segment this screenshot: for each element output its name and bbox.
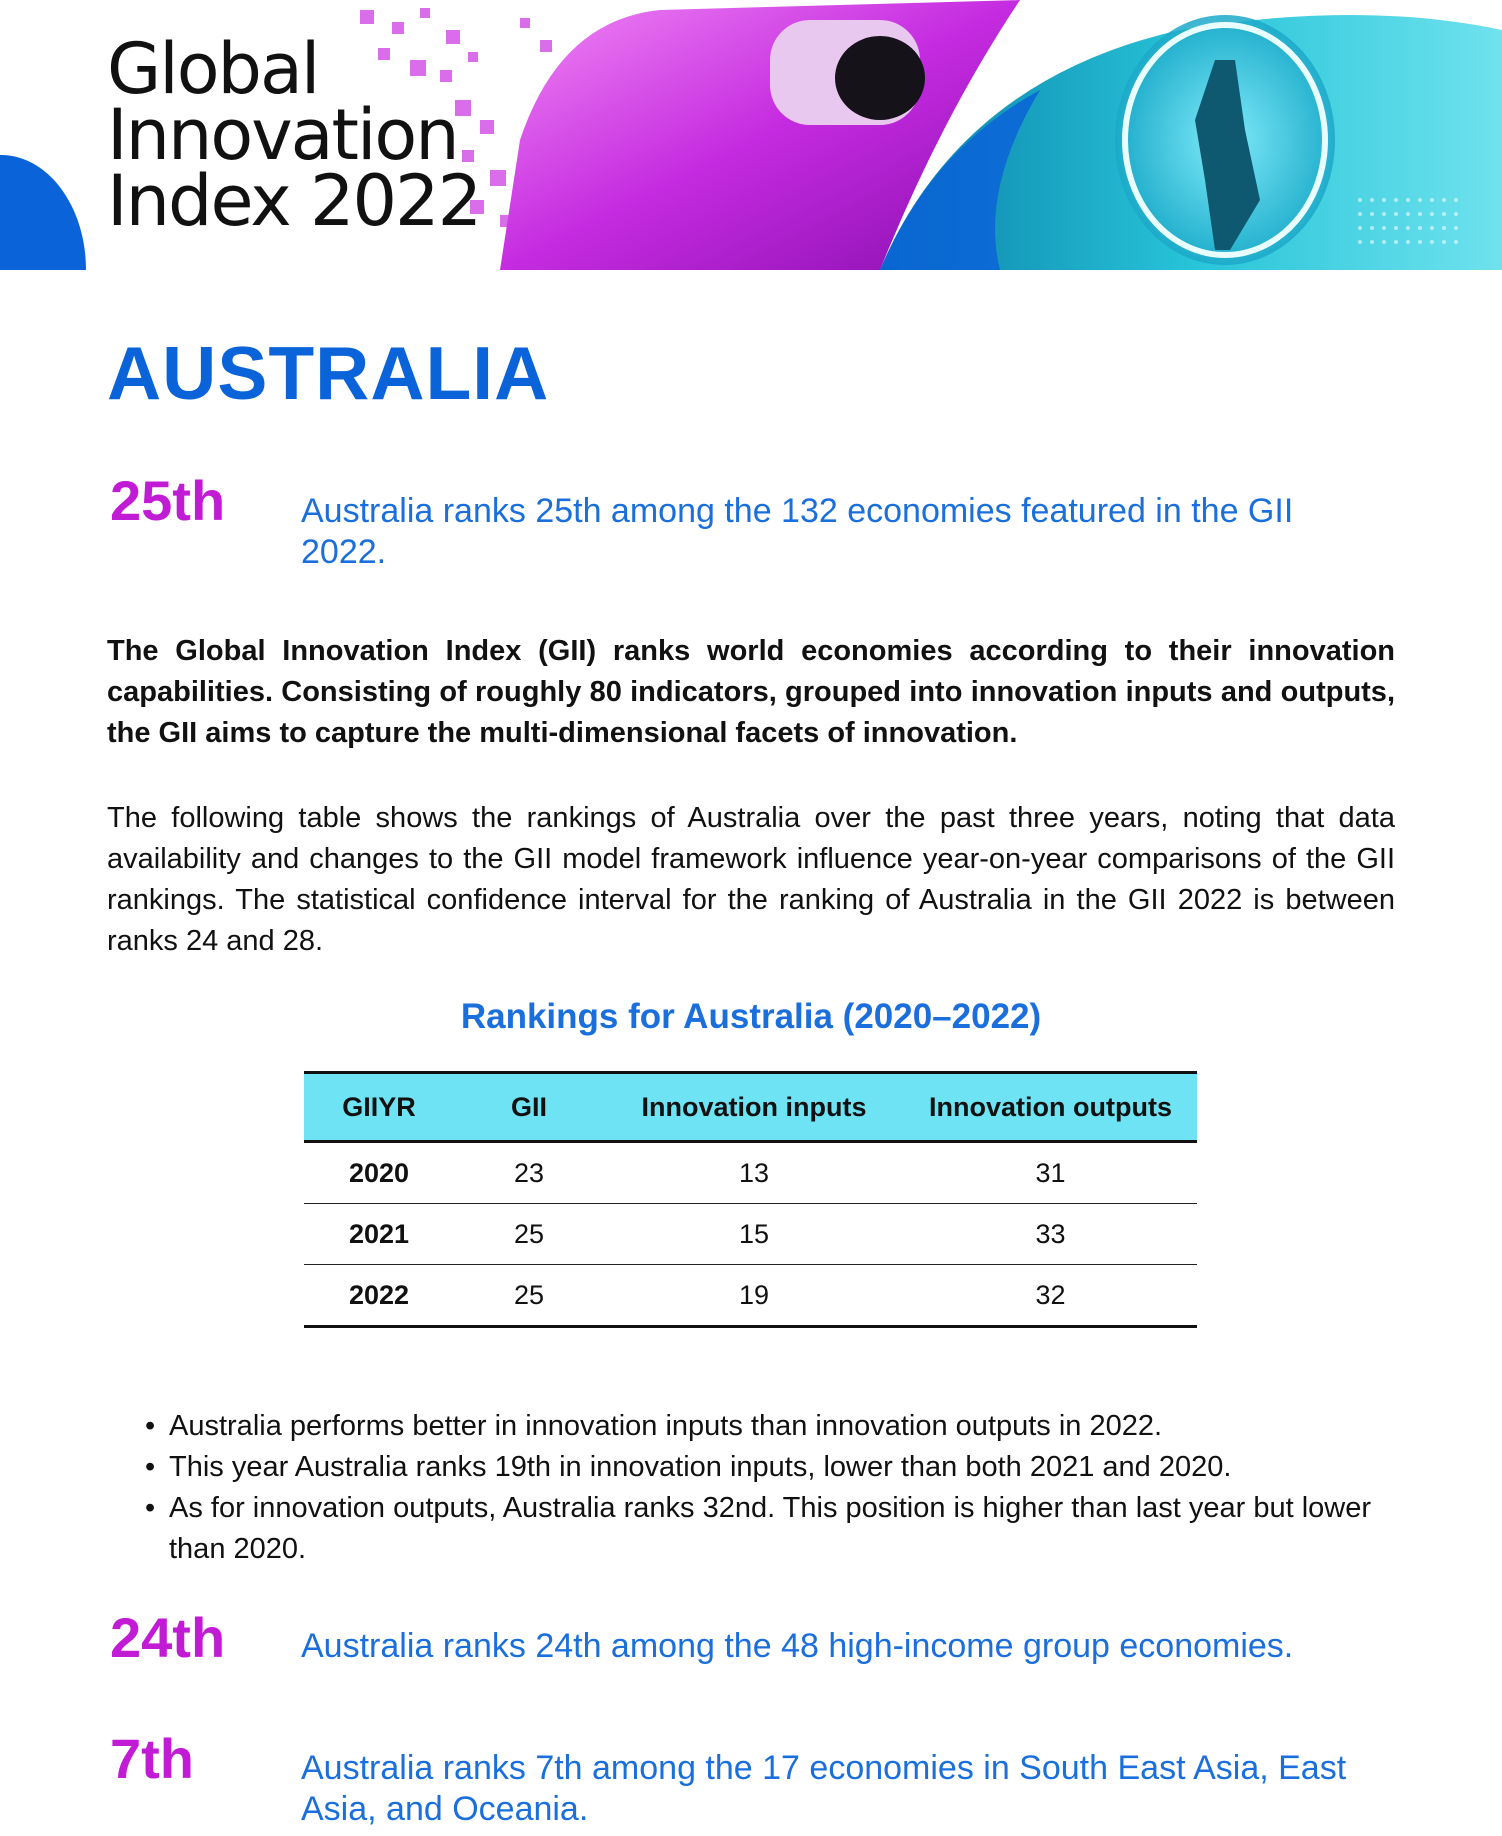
intro-paragraph: The Global Innovation Index (GII) ranks … [107,635,1395,749]
table-cell: 32 [1035,1279,1066,1310]
region-rank-number: 7th [110,1727,194,1790]
table-row: 2021 25 15 33 [304,1204,1197,1265]
table-cell: 33 [1035,1218,1066,1249]
income-rank-text: Australia ranks 24th among the 48 high-i… [301,1627,1294,1665]
table-cell: 13 [738,1157,770,1188]
bullet-icon: • [145,1410,156,1442]
table-cell: 19 [738,1279,770,1310]
table-cell: 25 [513,1279,545,1310]
country-heading: AUSTRALIA [107,331,550,415]
banner-title-line: Innovation [107,94,460,176]
list-item-text: This year Australia ranks 19th in innova… [169,1451,1232,1483]
rankings-table: GIIYR GII Innovation inputs Innovation o… [304,1071,1197,1328]
banner-title: Global Innovation Index 2022 [107,28,482,242]
table-header-cell: Innovation inputs [641,1091,867,1122]
findings-list: • Australia performs better in innovatio… [145,1406,1400,1570]
table-cell: 31 [1035,1157,1066,1188]
list-item: • Australia performs better in innovatio… [145,1406,1400,1447]
table-intro-paragraph: The following table shows the rankings o… [107,802,1395,957]
gii-rank-text: Australia ranks 25th among the 132 econo… [301,492,1294,571]
table-cell-year: 2022 [348,1279,410,1310]
list-item: • As for innovation outputs, Australia r… [145,1488,1400,1570]
region-rank-text: Australia ranks 7th among the 17 economi… [301,1749,1347,1828]
table-row: 2022 25 19 32 [304,1265,1197,1328]
banner-title-line: Global [107,28,320,110]
banner-artwork [0,0,1502,270]
bullet-icon: • [145,1492,156,1524]
income-rank-number: 24th [110,1606,226,1669]
gii-rank-number: 25th [110,469,226,532]
table-header-row: GIIYR GII Innovation inputs Innovation o… [304,1071,1197,1143]
table-cell: 15 [738,1218,770,1249]
table-cell: 23 [513,1157,545,1188]
list-item-text: Australia performs better in innovation … [169,1410,1163,1442]
bullet-icon: • [145,1451,156,1483]
table-cell-year: 2020 [348,1157,410,1188]
table-cell-year: 2021 [348,1218,410,1249]
banner-title-line: Index 2022 [107,160,482,242]
table-row: 2020 23 13 31 [304,1143,1197,1204]
table-header-cell: Innovation outputs [929,1091,1172,1122]
table-header-cell: GII [510,1091,547,1122]
table-cell: 25 [513,1218,545,1249]
table-header-cell: GIIYR [342,1091,416,1122]
list-item: • This year Australia ranks 19th in inno… [145,1447,1400,1488]
banner: Global Innovation Index 2022 [0,0,1502,270]
list-item-text: As for innovation outputs, Australia ran… [169,1492,1372,1565]
table-title: Rankings for Australia (2020–2022) [460,997,1042,1036]
